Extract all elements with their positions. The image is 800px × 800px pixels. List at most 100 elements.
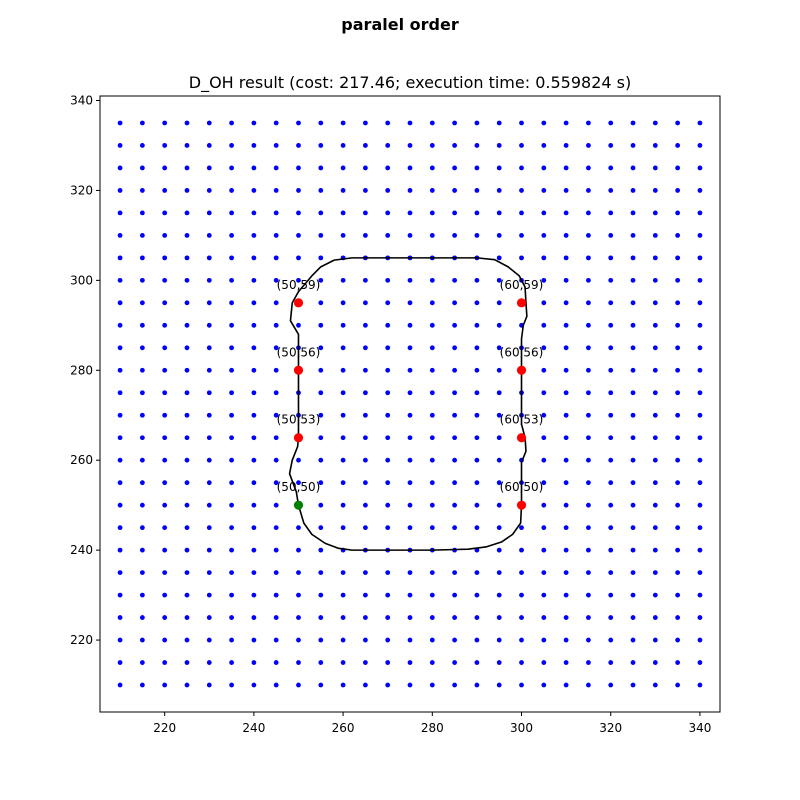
grid-point (407, 592, 413, 598)
grid-point (697, 390, 703, 396)
grid-point (229, 547, 234, 553)
marked-point (293, 433, 304, 443)
point-label: (50,59) (277, 278, 321, 292)
grid-point (652, 322, 658, 328)
grid-point (117, 502, 123, 508)
grid-point (675, 682, 681, 688)
grid-point (273, 412, 279, 418)
grid-point (318, 390, 324, 396)
grid-point (206, 322, 212, 328)
grid-point (251, 210, 257, 216)
grid-point (652, 682, 658, 688)
x-tick-label: 260 (332, 721, 355, 735)
grid-point (652, 120, 658, 126)
grid-point (652, 435, 658, 441)
grid-point (340, 682, 346, 688)
grid-point (697, 637, 703, 643)
grid-point (184, 300, 190, 306)
grid-point (429, 188, 435, 193)
grid-point (496, 188, 502, 193)
grid-point (184, 255, 190, 261)
grid-point (496, 390, 502, 396)
grid-point (318, 165, 324, 171)
grid-point (117, 525, 123, 531)
grid-point (652, 277, 658, 283)
grid-point (162, 637, 168, 643)
grid-point (496, 232, 502, 238)
grid-point (608, 660, 614, 665)
grid-point (229, 143, 234, 148)
grid-point (608, 412, 614, 418)
grid-point (162, 480, 168, 486)
grid-point (652, 660, 658, 665)
grid-point (563, 255, 569, 261)
grid-point (429, 345, 435, 351)
grid-point (251, 525, 257, 531)
grid-point (184, 188, 190, 193)
grid-point (429, 480, 435, 486)
grid-point (541, 682, 547, 688)
grid-point (385, 232, 391, 238)
grid-point (630, 592, 636, 598)
grid-point (184, 412, 190, 418)
grid-point (541, 502, 547, 508)
grid-point (340, 322, 346, 328)
grid-point (273, 232, 279, 238)
grid-point (139, 210, 145, 216)
grid-point (697, 660, 703, 665)
grid-point (318, 570, 324, 576)
grid-point (340, 345, 346, 351)
grid-point (608, 143, 614, 148)
grid-point (474, 390, 480, 396)
grid-point (697, 525, 703, 531)
grid-point (675, 660, 681, 665)
grid-point (139, 277, 145, 283)
grid-point (296, 232, 301, 238)
grid-point (117, 345, 123, 351)
grid-point (541, 412, 547, 418)
grid-point (586, 412, 591, 418)
grid-point (675, 322, 681, 328)
grid-point (608, 232, 614, 238)
grid-point (318, 637, 324, 643)
grid-point (675, 547, 681, 553)
grid-point (362, 300, 368, 306)
grid-point (697, 210, 703, 216)
grid-point (496, 255, 502, 261)
grid-point (452, 322, 458, 328)
grid-point (407, 232, 413, 238)
grid-point (452, 390, 458, 396)
grid-point (340, 592, 346, 598)
grid-point (429, 210, 435, 216)
grid-point (318, 480, 324, 486)
grid-point (251, 120, 257, 126)
grid-point (251, 502, 257, 508)
grid-point (675, 592, 681, 598)
grid-point (452, 502, 458, 508)
x-tick-label: 280 (421, 721, 444, 735)
grid-point (229, 457, 234, 463)
grid-point (296, 188, 301, 193)
grid-point (586, 570, 591, 576)
grid-point (273, 525, 279, 531)
grid-point (318, 188, 324, 193)
grid-point (139, 637, 145, 643)
marked-point (516, 298, 527, 308)
grid-point (385, 120, 391, 126)
grid-point (630, 322, 636, 328)
grid-point (362, 188, 368, 193)
grid-point (630, 412, 636, 418)
grid-point (496, 412, 502, 418)
grid-point (697, 435, 703, 441)
grid-point (608, 570, 614, 576)
point-label: (50,53) (277, 413, 321, 427)
grid-point (139, 457, 145, 463)
grid-point (318, 143, 324, 148)
grid-point (296, 660, 301, 665)
grid-point (608, 322, 614, 328)
grid-point (117, 435, 123, 441)
grid-point (362, 480, 368, 486)
grid-point (206, 210, 212, 216)
grid-point (117, 143, 123, 148)
grid-point (586, 188, 591, 193)
